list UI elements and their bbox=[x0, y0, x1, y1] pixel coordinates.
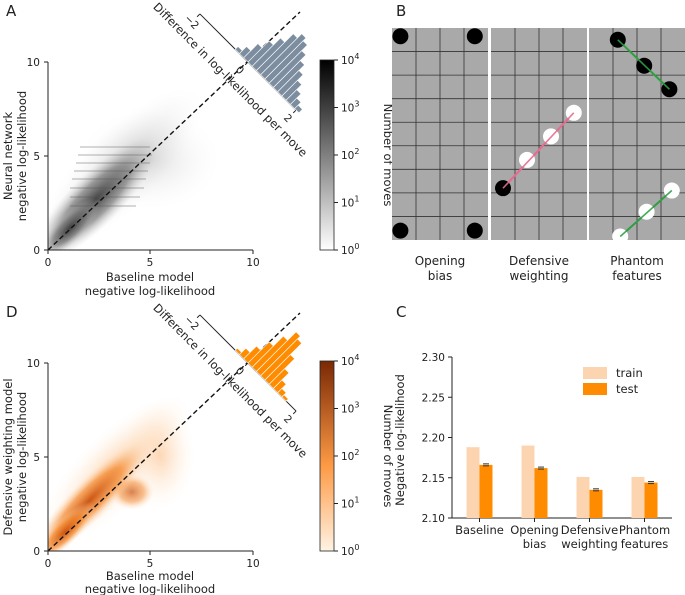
c-xtick-label: weighting bbox=[561, 537, 618, 551]
d-ytick-5: 5 bbox=[33, 452, 40, 464]
d-ylabel-1: Defensive weighting model bbox=[1, 378, 15, 535]
black-stone bbox=[392, 28, 408, 44]
c-ytick: 2.25 bbox=[422, 392, 445, 404]
c-xtick-label: Baseline bbox=[455, 523, 504, 537]
c-ytick: 2.10 bbox=[422, 513, 445, 525]
board-label-line2: features bbox=[612, 269, 662, 283]
board-label-line2: weighting bbox=[509, 269, 568, 283]
c-xtick-label: Phantom bbox=[619, 523, 670, 537]
d-ytick-0: 0 bbox=[33, 546, 40, 558]
d-colorbar-tick: 104 bbox=[341, 353, 359, 368]
a-xtick-0: 0 bbox=[45, 257, 52, 269]
heatmap-a bbox=[15, 65, 224, 278]
bar-test-1 bbox=[480, 465, 493, 518]
a-ytick-0: 0 bbox=[33, 245, 40, 257]
legend-test-label: test bbox=[616, 382, 639, 396]
a-xlabel-2: negative log-likelihood bbox=[85, 284, 215, 298]
a-colorbar-tick: 100 bbox=[341, 242, 359, 257]
d-colorbar-tick: 102 bbox=[341, 448, 359, 463]
d-colorbar-tick: 101 bbox=[341, 496, 359, 511]
c-xtick-label: features bbox=[621, 537, 669, 551]
d-colorbar-tick: 100 bbox=[341, 543, 359, 558]
black-stone bbox=[392, 223, 408, 239]
black-stone bbox=[467, 223, 483, 239]
d-colorbar-tick: 103 bbox=[341, 401, 359, 416]
d-xtick-10: 10 bbox=[246, 558, 259, 570]
d-ylabel-2: negative log-likelihood bbox=[15, 392, 29, 522]
panel-label-c: C bbox=[396, 303, 406, 321]
d-ytick-10: 10 bbox=[27, 358, 40, 370]
a-xtick-5: 5 bbox=[147, 257, 154, 269]
d-xlabel-1: Baseline model bbox=[106, 569, 194, 583]
boards-b: OpeningbiasDefensiveweightingPhantomfeat… bbox=[392, 28, 685, 283]
a-ytick-10: 10 bbox=[27, 57, 40, 69]
a-ylabel-2: negative log-likelihood bbox=[15, 91, 29, 221]
panel-label-a: A bbox=[6, 2, 17, 20]
legend-train-swatch bbox=[583, 367, 607, 379]
bar-test-2 bbox=[535, 468, 548, 518]
legend-test-swatch bbox=[583, 383, 607, 395]
a-xlabel-1: Baseline model bbox=[106, 270, 194, 284]
c-xtick-label: Opening bbox=[510, 523, 559, 537]
bar-train-4 bbox=[632, 477, 645, 518]
bar-train-3 bbox=[577, 477, 590, 518]
bar-test-4 bbox=[645, 483, 658, 518]
d-xlabel-2: negative log-likelihood bbox=[85, 582, 215, 595]
board-label-line1: Opening bbox=[415, 254, 466, 268]
c-xtick-label: bias bbox=[523, 537, 547, 551]
a-xtick-10: 10 bbox=[246, 257, 259, 269]
panel-label-b: B bbox=[396, 2, 406, 20]
bar-train-2 bbox=[522, 446, 535, 518]
d-xtick-0: 0 bbox=[45, 558, 52, 570]
black-stone bbox=[467, 28, 483, 44]
a-colorbar-tick: 101 bbox=[341, 195, 359, 210]
bar-train-1 bbox=[467, 447, 480, 518]
c-ylabel: Negative log-likelihood bbox=[393, 374, 407, 506]
c-xtick-label: Defensive bbox=[561, 523, 618, 537]
bar-chart-c: Negative log-likelihood train test 2.10 2… bbox=[393, 352, 672, 551]
board-label-line2: bias bbox=[428, 269, 453, 283]
legend-train-label: train bbox=[616, 366, 643, 380]
panel-label-d: D bbox=[6, 303, 18, 321]
a-ytick-5: 5 bbox=[33, 151, 40, 163]
c-ytick: 2.20 bbox=[422, 433, 445, 445]
board-label-line1: Phantom bbox=[610, 254, 664, 268]
figure: A 0 5 10 0 5 10 Baseline model bbox=[0, 0, 685, 595]
hist-d-bar bbox=[282, 395, 288, 401]
a-colorbar-tick: 104 bbox=[341, 52, 359, 67]
c-ytick: 2.15 bbox=[422, 473, 445, 485]
white-stone bbox=[519, 152, 535, 168]
a-ylabel-1: Neural network bbox=[1, 112, 15, 201]
a-colorbar-tick: 103 bbox=[341, 100, 359, 115]
c-ytick: 2.30 bbox=[422, 352, 445, 364]
bar-test-3 bbox=[590, 490, 603, 518]
board-label-line1: Defensive bbox=[509, 254, 569, 268]
a-colorbar-tick: 102 bbox=[341, 147, 359, 162]
